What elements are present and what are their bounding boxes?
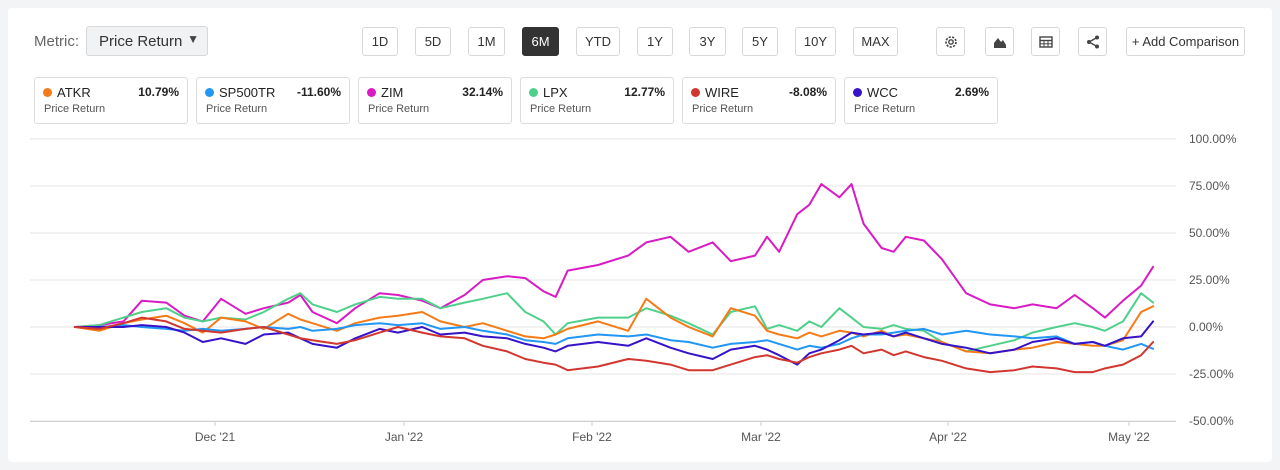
ticker-metric: Price Return <box>692 103 754 115</box>
ticker-metric: Price Return <box>530 103 592 115</box>
ticker-return: -8.08% <box>788 85 827 99</box>
caret-down-icon: ▼ <box>187 32 199 46</box>
series-line-zim <box>73 183 1155 328</box>
series-color-dot <box>367 88 376 97</box>
series-line-atkr <box>73 297 1155 355</box>
range-1m-button[interactable]: 1M <box>468 27 505 56</box>
ticker-symbol: ATKR <box>57 85 91 100</box>
y-tick-label: -25.00% <box>1189 367 1234 381</box>
ticker-symbol: ZIM <box>381 85 404 100</box>
x-tick-label: Feb '22 <box>572 430 612 444</box>
ticker-symbol: LPX <box>543 85 568 100</box>
ticker-symbol: WCC <box>867 85 899 100</box>
y-tick-label: 100.00% <box>1189 132 1237 146</box>
series-color-dot <box>853 88 862 97</box>
ticker-card-zim[interactable]: ZIM 32.14% Price Return <box>358 77 512 124</box>
ticker-metric: Price Return <box>368 103 430 115</box>
range-1d-button[interactable]: 1D <box>362 27 398 56</box>
y-tick-label: -50.00% <box>1189 414 1234 428</box>
ticker-return: 32.14% <box>462 85 503 99</box>
series-line-lpx <box>73 292 1155 353</box>
series-line-wire <box>73 316 1155 374</box>
metric-select-value: Price Return <box>99 33 183 50</box>
ticker-card-wire[interactable]: WIRE -8.08% Price Return <box>682 77 836 124</box>
range-ytd-button[interactable]: YTD <box>576 27 620 56</box>
ticker-metric: Price Return <box>206 103 268 115</box>
range-max-button[interactable]: MAX <box>853 27 898 56</box>
ticker-return: 2.69% <box>954 85 989 99</box>
series-color-dot <box>205 88 214 97</box>
x-tick-label: May '22 <box>1108 430 1150 444</box>
series-line-wcc <box>73 320 1155 366</box>
ticker-card-sp500tr[interactable]: SP500TR -11.60% Price Return <box>196 77 350 124</box>
ticker-return: 12.77% <box>624 85 665 99</box>
ticker-metric: Price Return <box>44 103 106 115</box>
y-tick-label: 0.00% <box>1189 320 1223 334</box>
ticker-card-wcc[interactable]: WCC 2.69% Price Return <box>844 77 998 124</box>
metric-select[interactable]: Price Return ▼ <box>86 26 208 56</box>
mountain-chart-icon <box>993 37 1006 48</box>
table-view-button[interactable] <box>1031 27 1060 56</box>
range-5y-button[interactable]: 5Y <box>742 27 778 56</box>
y-tick-label: 25.00% <box>1189 273 1230 287</box>
ticker-symbol: SP500TR <box>219 85 276 100</box>
ticker-card-atkr[interactable]: ATKR 10.79% Price Return <box>34 77 188 124</box>
metric-label: Metric: <box>34 33 79 50</box>
share-icon <box>1086 35 1099 48</box>
x-tick-label: Dec '21 <box>195 430 236 444</box>
x-tick-label: Apr '22 <box>929 430 967 444</box>
y-tick-label: 75.00% <box>1189 179 1230 193</box>
series-color-dot <box>529 88 538 97</box>
range-10y-button[interactable]: 10Y <box>795 27 836 56</box>
series-line-sp500tr <box>73 322 1155 351</box>
series-color-dot <box>43 88 52 97</box>
y-tick-label: 50.00% <box>1189 226 1230 240</box>
range-6m-button[interactable]: 6M <box>522 27 559 56</box>
add-comparison-button[interactable]: + Add Comparison <box>1126 27 1245 56</box>
range-1y-button[interactable]: 1Y <box>637 27 673 56</box>
x-tick-label: Mar '22 <box>741 430 781 444</box>
x-tick-label: Jan '22 <box>385 430 424 444</box>
range-3y-button[interactable]: 3Y <box>689 27 726 56</box>
ticker-return: 10.79% <box>138 85 179 99</box>
table-icon <box>1038 35 1053 48</box>
settings-button[interactable] <box>936 27 965 56</box>
ticker-metric: Price Return <box>854 103 916 115</box>
gear-icon <box>944 35 957 48</box>
ticker-return: -11.60% <box>296 85 341 99</box>
ticker-symbol: WIRE <box>705 85 739 100</box>
share-button[interactable] <box>1078 27 1107 56</box>
series-color-dot <box>691 88 700 97</box>
chart-type-button[interactable] <box>985 27 1014 56</box>
range-5d-button[interactable]: 5D <box>415 27 451 56</box>
ticker-card-lpx[interactable]: LPX 12.77% Price Return <box>520 77 674 124</box>
